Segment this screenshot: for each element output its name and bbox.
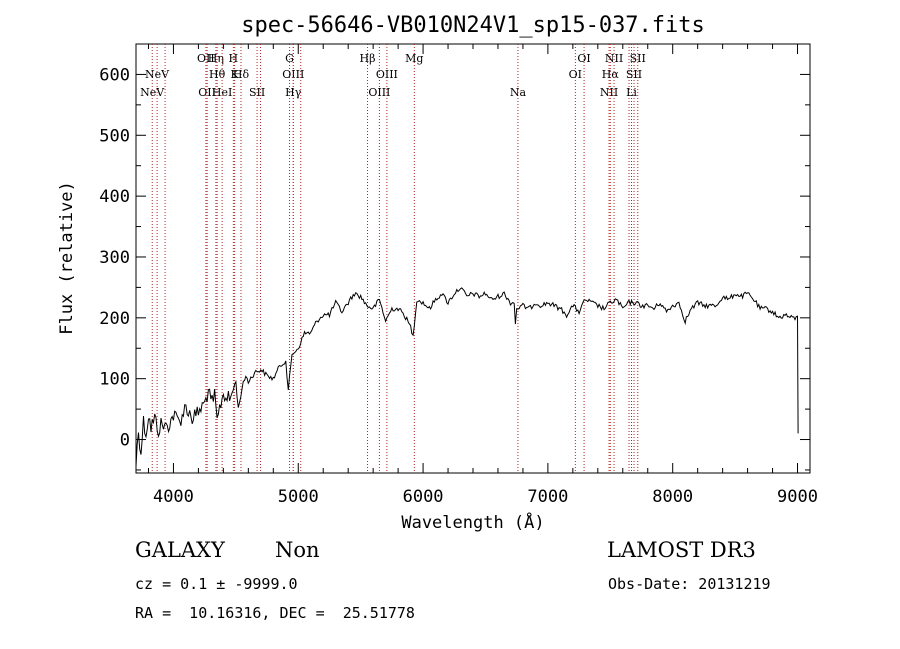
line-label: OI: [569, 68, 582, 81]
y-tick-label: 200: [99, 309, 130, 329]
line-label: Hδ: [233, 68, 250, 81]
line-label: SII: [626, 68, 642, 81]
x-tick-label: 8000: [652, 487, 693, 507]
line-label: G: [285, 52, 294, 65]
object-class: GALAXY: [135, 538, 225, 562]
line-label: OII: [198, 86, 216, 99]
survey-name: LAMOST DR3: [607, 538, 756, 562]
line-label: OIII: [376, 68, 398, 81]
x-tick-label: 6000: [403, 487, 444, 507]
x-tick-label: 5000: [278, 487, 319, 507]
y-axis-label: Flux (relative): [57, 181, 77, 335]
x-axis-label: Wavelength (Å): [401, 511, 544, 533]
line-label: H: [229, 52, 239, 65]
x-tick-label: 4000: [153, 487, 194, 507]
line-label: NeV: [145, 68, 170, 81]
line-label: Hγ: [285, 86, 302, 99]
y-tick-label: 400: [99, 187, 130, 207]
redshift-readout: cz = 0.1 ± -9999.0: [135, 575, 298, 593]
line-label: Na: [510, 86, 527, 99]
line-label: OIII: [368, 86, 390, 99]
line-label: SII: [249, 86, 265, 99]
line-label: Hη: [208, 52, 224, 65]
x-tick-label: 7000: [527, 487, 568, 507]
line-label: NII: [600, 86, 618, 99]
flux-series-line: [135, 287, 799, 467]
y-tick-label: 600: [99, 65, 130, 85]
line-label: Mg: [405, 52, 423, 65]
line-label: OII: [197, 52, 215, 65]
obs-date: Obs-Date: 20131219: [608, 575, 771, 593]
line-label: OI: [577, 52, 590, 65]
chart-title: spec-56646-VB010N24V1_sp15-037.fits: [241, 13, 705, 38]
y-tick-label: 300: [99, 248, 130, 268]
line-label: NeV: [140, 86, 165, 99]
plot-frame: [135, 43, 811, 474]
line-label: Hβ: [360, 52, 376, 65]
y-tick-label: 0: [120, 431, 130, 451]
ra-dec-readout: RA = 10.16316, DEC = 25.51778: [135, 604, 415, 622]
x-tick-label: 9000: [777, 487, 818, 507]
line-label: NII: [605, 52, 623, 65]
line-label: Hα: [602, 68, 620, 81]
line-label: SII: [630, 52, 646, 65]
object-subclass: Non: [275, 538, 320, 562]
line-label: HeI: [212, 86, 232, 99]
line-label: Hθ: [209, 68, 226, 81]
line-label: K: [230, 68, 239, 81]
y-tick-label: 500: [99, 126, 130, 146]
y-tick-label: 100: [99, 370, 130, 390]
line-label: Li: [626, 86, 637, 99]
axis-ticks: 4000 5000 6000 7000 8000 9000 0 100 200 300 400 500…: [99, 43, 818, 507]
